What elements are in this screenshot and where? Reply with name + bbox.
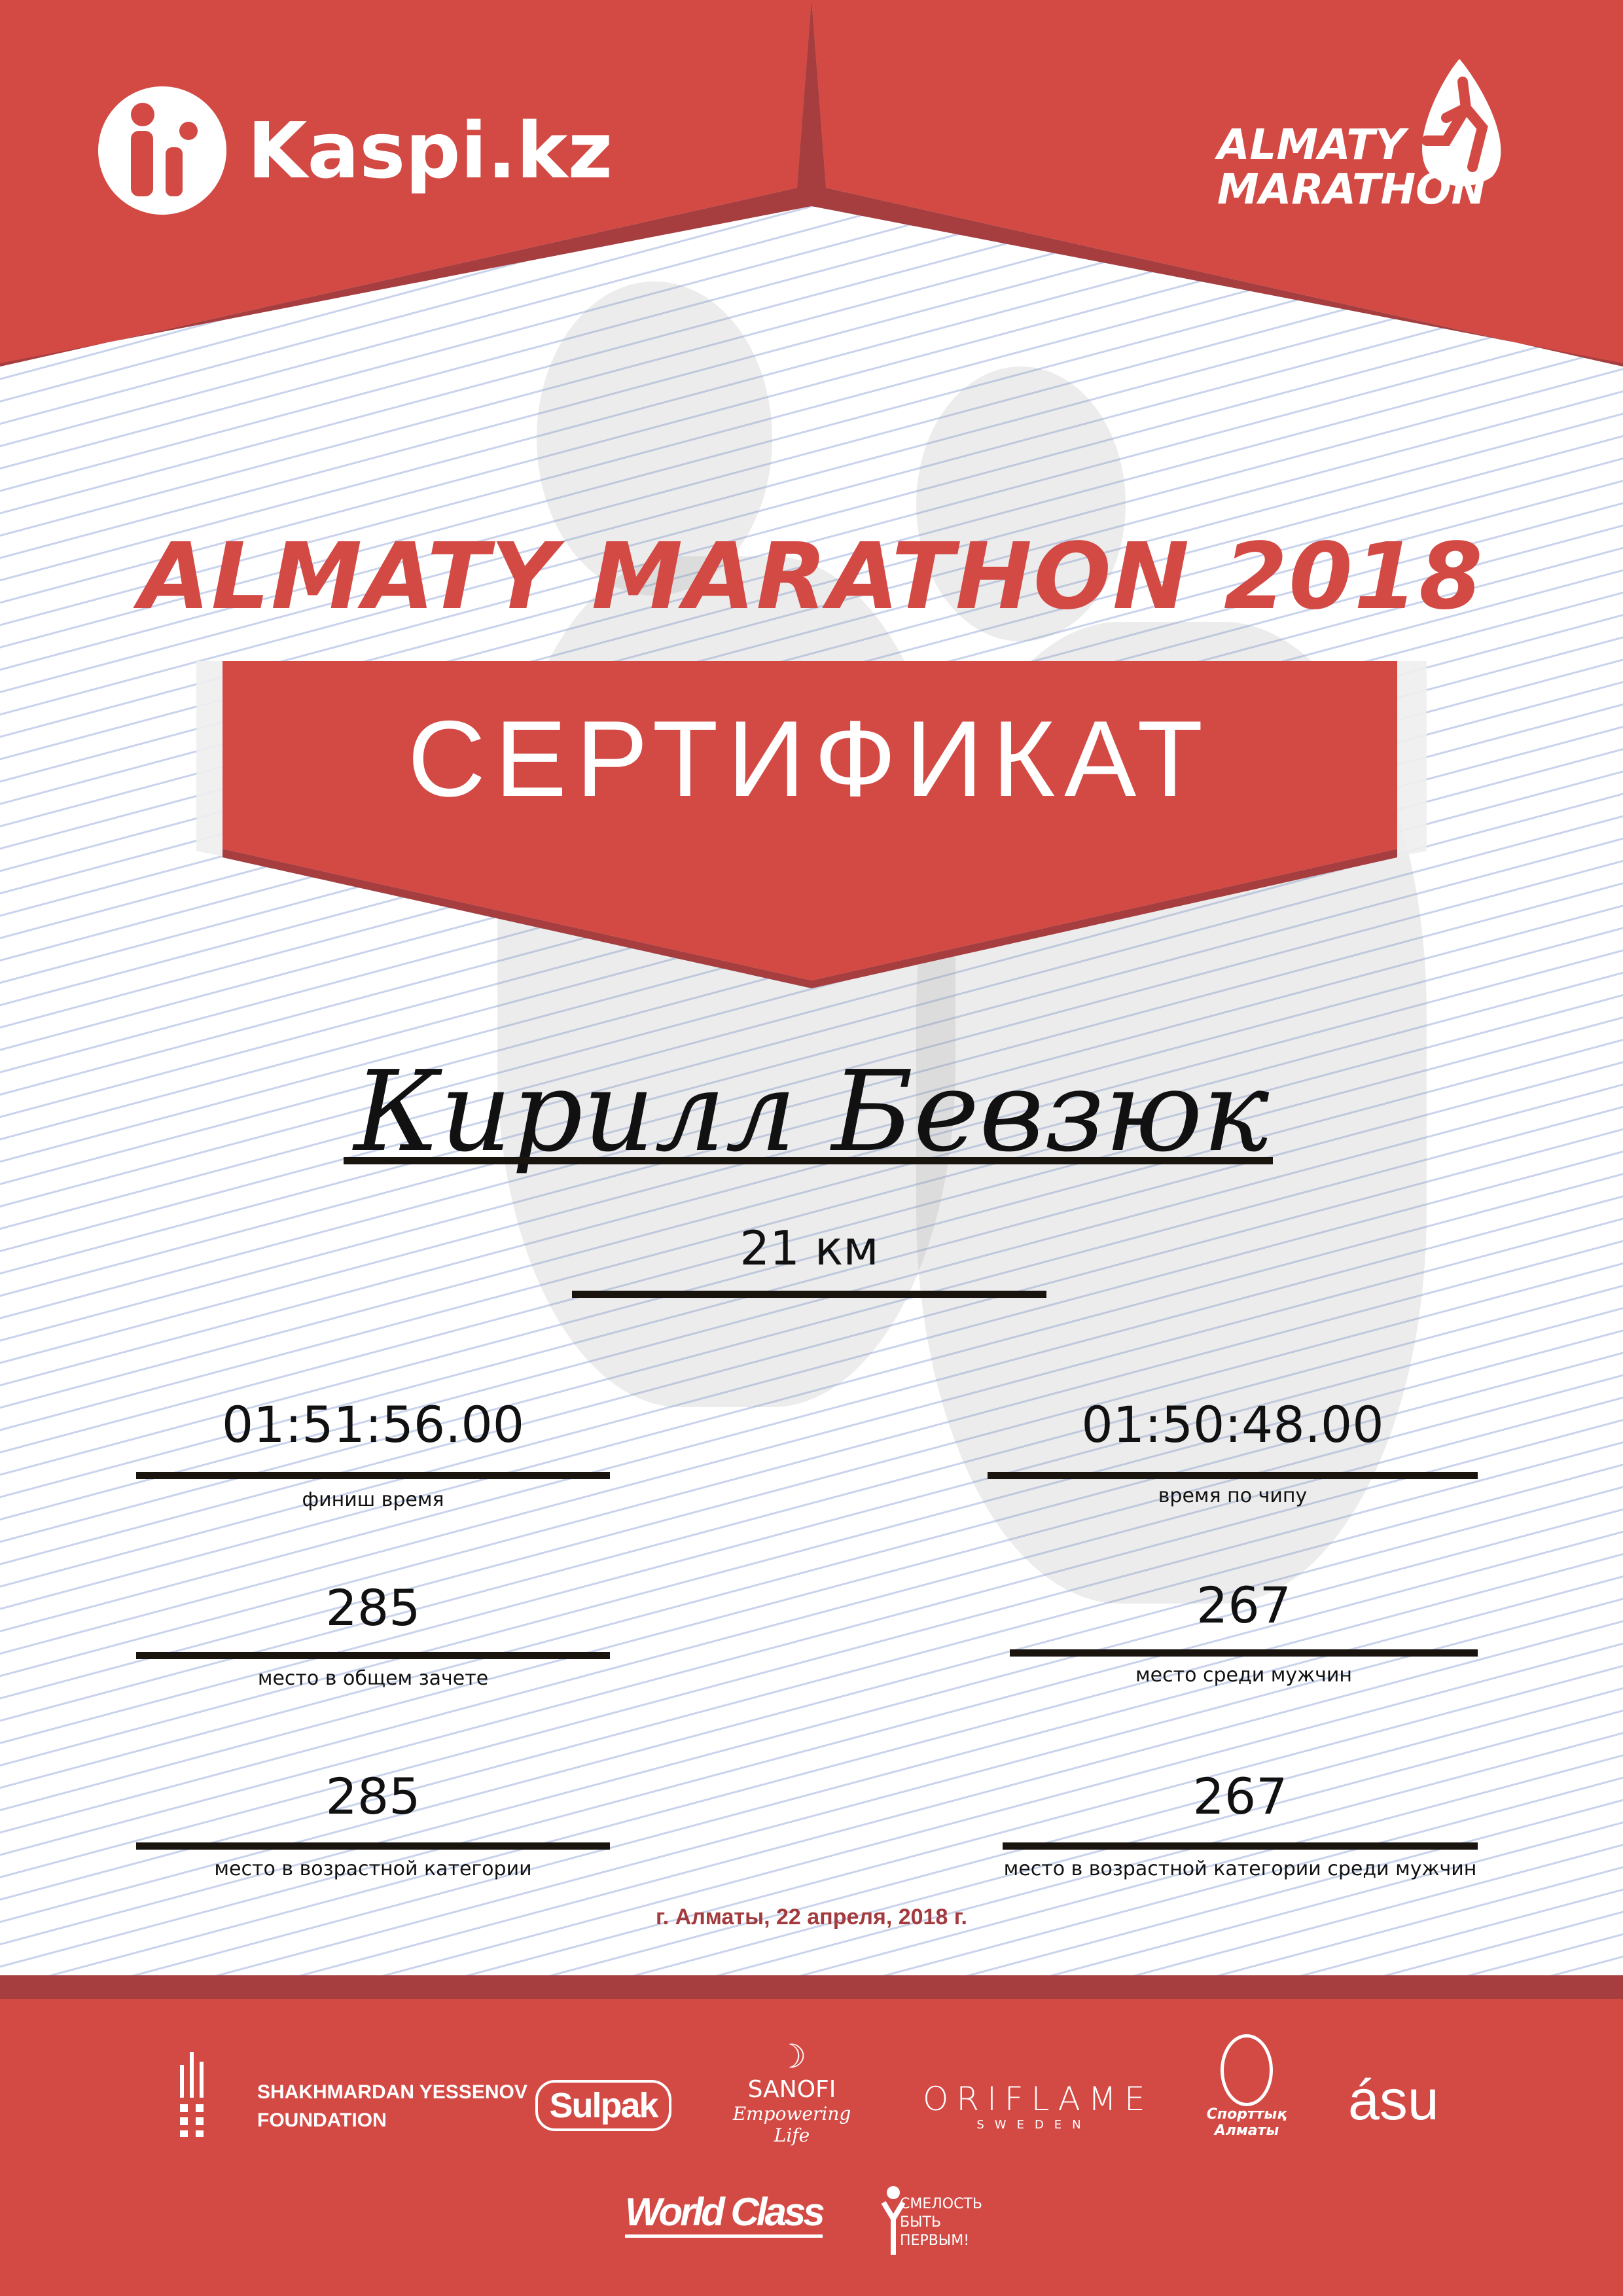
yessenov-line2: FOUNDATION [257, 2109, 387, 2131]
yessenov-line1: SHAKHMARDAN YESSENOV [257, 2081, 527, 2103]
male-age-category-place: 267 [1192, 1767, 1288, 1825]
kaspi-figure-icon [98, 86, 226, 215]
sport-almaty-emblem-icon [1221, 2034, 1273, 2106]
underline [988, 1472, 1478, 1479]
asu-logo: ásu [1348, 2069, 1439, 2132]
sanofi-bird-icon: ☽ [777, 2037, 807, 2075]
name-underline [344, 1157, 1273, 1164]
fund-line1: СМЕЛОСТЬ [900, 2196, 982, 2212]
fund-line3: ПЕРВЫМ! [900, 2233, 970, 2249]
underline [1003, 1842, 1478, 1850]
certificate-heading: СЕРТИФИКАТ [407, 698, 1213, 819]
chip-time-label: время по чипу [1158, 1484, 1308, 1507]
issue-date: г. Алматы, 22 апреля, 2018 г. [656, 1905, 967, 1929]
logo-line1: ALMATY [1217, 121, 1406, 170]
fund-figure-icon [881, 2186, 906, 2255]
oriflame-sub: SWEDEN [976, 2118, 1092, 2132]
header-banner [0, 0, 1623, 367]
male-place-label: место среди мужчин [1135, 1664, 1352, 1687]
overall-place: 285 [325, 1579, 421, 1637]
sanofi-logo: ☽ SANOFI Empowering Life [726, 2037, 857, 2146]
underline [136, 1472, 610, 1479]
kaspi-wordmark: Kaspi.kz [247, 105, 613, 196]
underline [136, 1652, 610, 1659]
sport-almaty-logo: Спорттық Алматы [1198, 2034, 1296, 2139]
worldclass-logo: World Class [625, 2189, 825, 2238]
sanofi-wordmark: SANOFI [747, 2076, 836, 2103]
participant-name: Кирилл Бевзюк [353, 1047, 1270, 1177]
sulpak-logo: Sulpak [535, 2080, 671, 2131]
certificate-banner [196, 661, 1427, 988]
chip-time: 01:50:48.00 [1081, 1395, 1384, 1454]
age-category-place-label: место в возрастной категории [214, 1857, 532, 1880]
logo-line2: MARATHON [1217, 166, 1487, 214]
footer-band [0, 1975, 1623, 2296]
underline [136, 1842, 610, 1850]
oriflame-wordmark: ORIFLAME [923, 2080, 1153, 2118]
event-title: ALMATY MARATHON 2018 [139, 524, 1484, 630]
runner-photo-female [916, 367, 1126, 641]
runner-photo-male [537, 281, 772, 596]
almaty-marathon-logo: ALMATY MARATHON [1217, 56, 1531, 219]
kaspi-logo: Kaspi.kz [97, 86, 613, 215]
sanofi-tagline: Empowering Life [732, 2103, 851, 2146]
finish-time: 01:51:56.00 [221, 1395, 525, 1454]
distance-underline [572, 1291, 1046, 1298]
distance: 21 км [740, 1221, 879, 1276]
age-category-place: 285 [325, 1767, 421, 1825]
underline [1010, 1649, 1478, 1657]
runner-drop-icon [1421, 59, 1501, 187]
yessenov-mark-icon [180, 2052, 204, 2137]
fund-line2: БЫТЬ [900, 2214, 942, 2231]
sport-almaty-line1: Спорттық [1206, 2106, 1287, 2123]
finish-time-label: финиш время [302, 1488, 444, 1511]
overall-place-label: место в общем зачете [257, 1667, 489, 1690]
oriflame-logo: ORIFLAME SWEDEN [923, 2080, 1145, 2132]
male-place: 267 [1196, 1576, 1292, 1634]
sport-almaty-line2: Алматы [1214, 2123, 1279, 2139]
male-age-category-place-label: место в возрастной категории среди мужчи… [1003, 1857, 1477, 1880]
footer-divider [0, 1975, 1623, 1999]
